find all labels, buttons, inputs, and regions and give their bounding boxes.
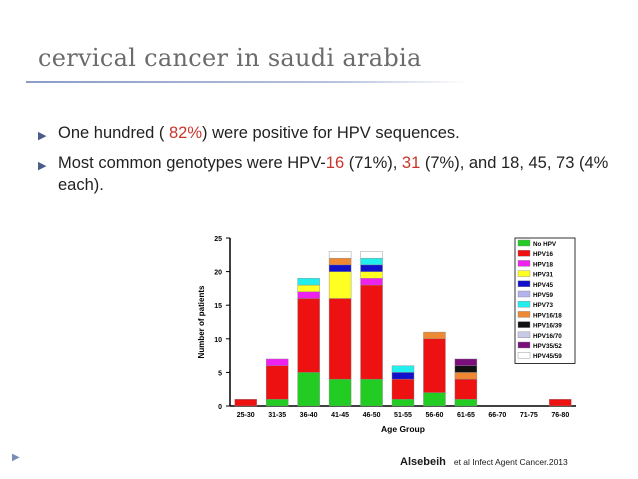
bar-segment: [360, 284, 383, 380]
x-tick-label: 31-35: [268, 412, 286, 419]
legend-label: HPV45: [533, 282, 553, 289]
bullet2-hpv16: 16: [325, 154, 345, 172]
bar-segment: [423, 338, 446, 393]
bar-segment: [297, 278, 320, 286]
triangle-right-icon: ▶: [38, 130, 47, 142]
bar-segment: [454, 399, 478, 407]
y-tick-label: 20: [214, 270, 222, 277]
legend-label: HPV16/18: [533, 312, 562, 319]
bar-segment: [454, 358, 478, 366]
bar-segment: [360, 378, 383, 407]
bullet2-text-c: (7%), and 18, 45, 73 (4% each).: [58, 154, 609, 194]
bullet1-text-a: One hundred (: [58, 124, 169, 142]
bullet-list: ▶ One hundred ( 82%) were positive for H…: [38, 122, 628, 204]
title-underline: [26, 81, 470, 83]
x-tick-label: 36-40: [300, 412, 318, 419]
legend-label: HPV31: [533, 272, 553, 279]
legend-label: HPV16/39: [533, 323, 562, 330]
chart-svg: 0 5 10 15 20 25 Number of patients 25-30 31-35 36…: [197, 236, 576, 434]
x-tick-label: 76-80: [551, 412, 569, 419]
citation-author: Alsebeih: [400, 456, 446, 468]
legend-swatch: [517, 260, 531, 267]
bar-segment: [297, 298, 320, 373]
x-tick-label: 25-30: [237, 412, 255, 419]
bar-segment: [423, 331, 446, 340]
legend-label: No HPV: [533, 241, 557, 248]
bullet2-text-a: Most common genotypes were HPV-: [58, 154, 326, 172]
legend-label: HPV16/70: [533, 333, 562, 340]
legend-label: HPV73: [533, 302, 553, 309]
legend-swatch: [517, 300, 531, 308]
bar-segment: [391, 372, 415, 380]
bullet-hpv-positive: ▶ One hundred ( 82%) were positive for H…: [38, 122, 628, 144]
bullet1-text-b: ) were positive for HPV sequences.: [202, 124, 460, 142]
bar-segment: [360, 278, 383, 286]
x-tick-label: 41-45: [331, 412, 349, 419]
legend-label: HPV59: [533, 292, 553, 299]
y-tick-label: 0: [218, 404, 222, 411]
y-tick-label: 5: [218, 370, 222, 377]
bar-segment: [265, 365, 289, 400]
bar-segment: [391, 378, 415, 400]
bar-segment: [360, 264, 383, 272]
x-tick-label: 56-60: [426, 412, 444, 419]
bar-segment: [265, 399, 289, 407]
legend-label: HPV35/52: [533, 343, 562, 350]
bullet2-text-b: (71%),: [344, 154, 402, 172]
bar-segment: [234, 399, 257, 407]
bullet1-percent: 82%: [169, 124, 203, 142]
x-axis-label: Age Group: [381, 424, 425, 434]
legend-swatch: [517, 351, 531, 359]
bullet2-hpv31: 31: [401, 154, 421, 172]
y-tick-label: 10: [214, 337, 222, 344]
y-tick-label: 25: [214, 236, 222, 243]
legend-swatch: [517, 341, 531, 349]
hpv-age-chart: 0 5 10 15 20 25 Number of patients 25-30 31-35 36…: [190, 228, 590, 438]
citation-source: et al Infect Agent Cancer.2013: [453, 457, 568, 467]
triangle-right-icon: ▶: [12, 452, 20, 463]
x-tick-label: 51-55: [394, 412, 412, 419]
bar-segment: [454, 372, 478, 380]
x-tick-label: 61-65: [457, 412, 475, 419]
bar-segment: [549, 399, 572, 407]
bar-segment: [454, 365, 478, 373]
x-tick-label: 71-75: [520, 412, 538, 419]
bar-segment: [328, 264, 352, 272]
slide-title: cervical cancer in saudi arabia: [38, 44, 422, 72]
legend-label: HPV45/59: [533, 353, 562, 360]
x-tick-label: 46-50: [363, 412, 381, 419]
y-axis-label: Number of patients: [197, 285, 206, 358]
bar-segment: [360, 271, 383, 279]
bar-segment: [297, 291, 320, 299]
bar-segment: [391, 365, 415, 373]
bar-segment: [297, 284, 320, 292]
legend-label: HPV18: [533, 261, 553, 268]
x-tick-label: 66-70: [488, 412, 506, 419]
legend-swatch: [517, 280, 531, 287]
legend-swatch: [517, 321, 531, 328]
citation: Alsebeih et al Infect Agent Cancer.2013: [400, 456, 568, 468]
legend-swatch: [517, 270, 531, 277]
bar-segment: [265, 358, 289, 366]
bar-segment: [360, 257, 383, 266]
triangle-right-icon: ▶: [38, 160, 47, 172]
legend-swatch: [517, 290, 531, 298]
bar-segment: [328, 251, 352, 259]
legend-swatch: [517, 331, 531, 339]
bar-segment: [391, 399, 415, 407]
legend-swatch: [517, 311, 531, 318]
bar-segment: [328, 257, 352, 266]
bar-segment: [454, 378, 478, 400]
bar-segment: [328, 378, 352, 407]
legend-swatch: [517, 250, 531, 257]
y-tick-label: 15: [214, 303, 222, 310]
bar-segment: [297, 372, 320, 407]
bar-segment: [360, 251, 383, 259]
bar-segment: [423, 392, 446, 407]
legend-swatch: [517, 239, 531, 247]
bar-segment: [328, 271, 352, 299]
legend-label: HPV16: [533, 251, 553, 258]
bar-segment: [328, 298, 352, 380]
bullet-genotypes: ▶ Most common genotypes were HPV-16 (71%…: [38, 152, 628, 196]
